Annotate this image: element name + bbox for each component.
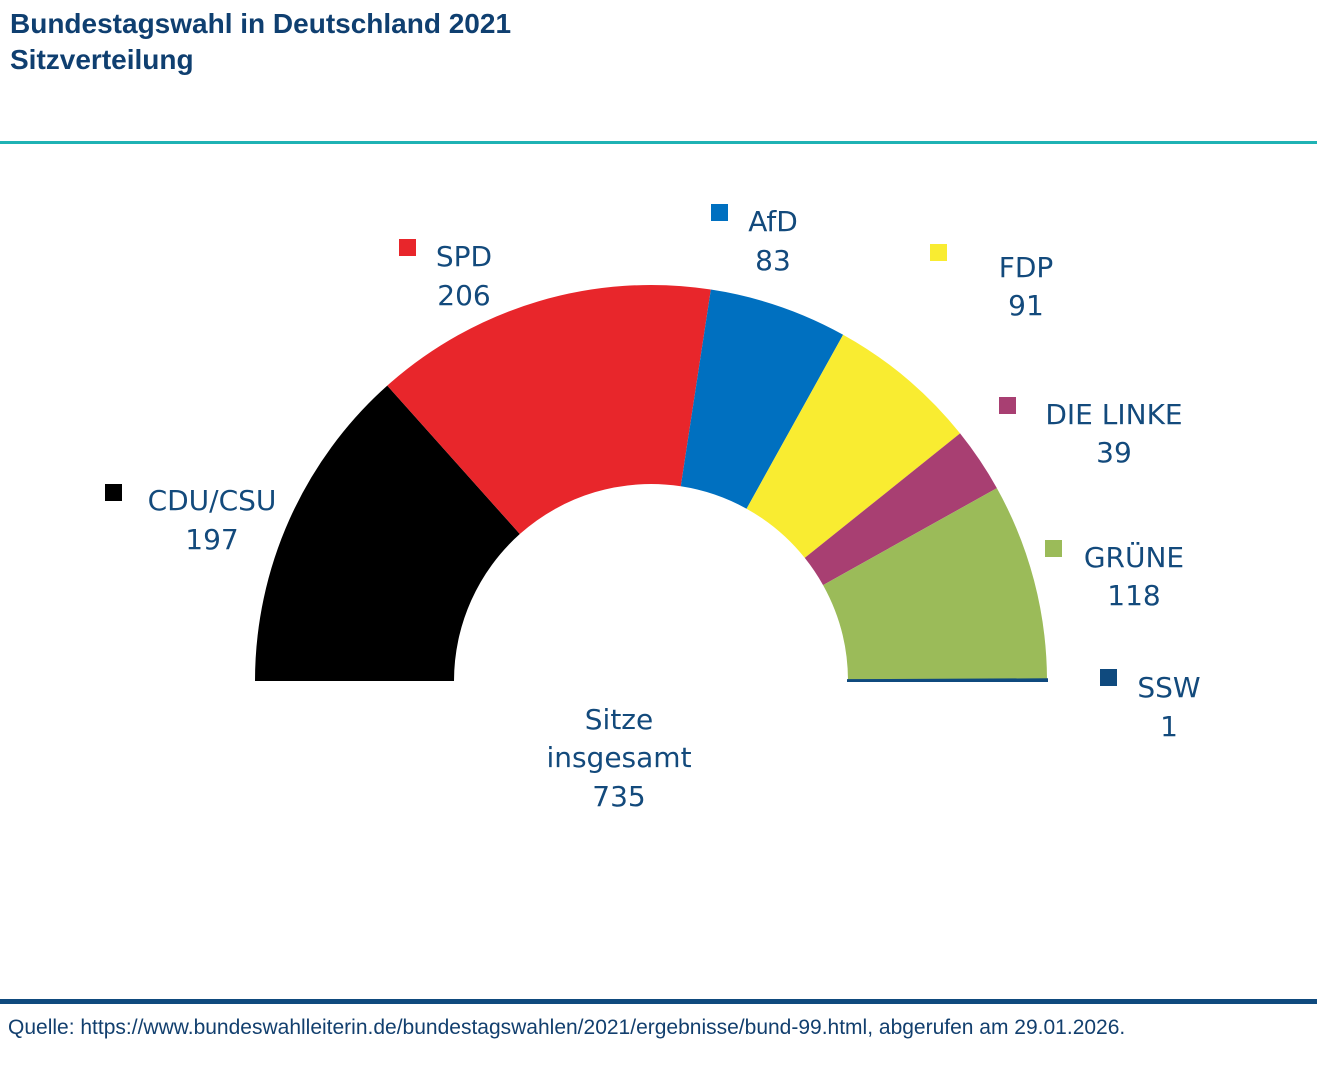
label-seats-die-linke: 39 [1096, 436, 1132, 469]
center-label-line-1: Sitze [585, 703, 653, 736]
center-label-line-3: 735 [592, 780, 645, 813]
segment-cdu-csu [255, 385, 520, 681]
legend-swatch-ssw [1100, 669, 1117, 686]
legend-swatch-fdp [930, 244, 947, 261]
chart-title-block: Bundestagswahl in Deutschland 2021 Sitzv… [10, 6, 511, 78]
label-party-spd: SPD [436, 240, 492, 273]
label-party-gruene: GRÜNE [1084, 540, 1184, 574]
seat-distribution-chart: CDU/CSU 197 SPD 206 AfD 83 FDP 91 DIE LINKE 39 GRÜ… [105, 204, 1201, 813]
legend-swatch-gruene [1045, 540, 1062, 557]
legend-swatch-cdu-csu [105, 484, 122, 501]
label-seats-gruene: 118 [1107, 579, 1160, 612]
label-seats-cdu-csu: 197 [185, 523, 238, 556]
segment-die-linke [804, 433, 997, 586]
label-party-ssw: SSW [1137, 671, 1200, 704]
label-seats-spd: 206 [437, 279, 490, 312]
label-seats-ssw: 1 [1160, 710, 1178, 743]
segment-fdp [746, 334, 961, 558]
footer-divider [0, 999, 1317, 1004]
label-party-fdp: FDP [999, 251, 1054, 284]
segment-ssw [846, 678, 1049, 682]
label-seats-afd: 83 [755, 244, 791, 277]
center-label-line-2: insgesamt [546, 741, 691, 774]
label-seats-fdp: 91 [1008, 289, 1044, 322]
legend-swatch-spd [399, 239, 416, 256]
chart-subtitle: Sitzverteilung [10, 44, 194, 75]
header-divider [0, 141, 1317, 144]
segment-spd [387, 284, 711, 535]
segment-gruene [823, 488, 1047, 681]
label-party-die-linke: DIE LINKE [1045, 398, 1182, 431]
chart-title: Bundestagswahl in Deutschland 2021 [10, 8, 512, 39]
label-party-cdu-csu: CDU/CSU [148, 484, 277, 517]
source-note: Quelle: https://www.bundeswahlleiterin.d… [8, 1016, 1126, 1039]
label-party-afd: AfD [748, 205, 798, 238]
legend-swatch-afd [711, 204, 728, 221]
segment-afd [680, 289, 844, 509]
legend-swatch-die-linke [999, 397, 1016, 414]
